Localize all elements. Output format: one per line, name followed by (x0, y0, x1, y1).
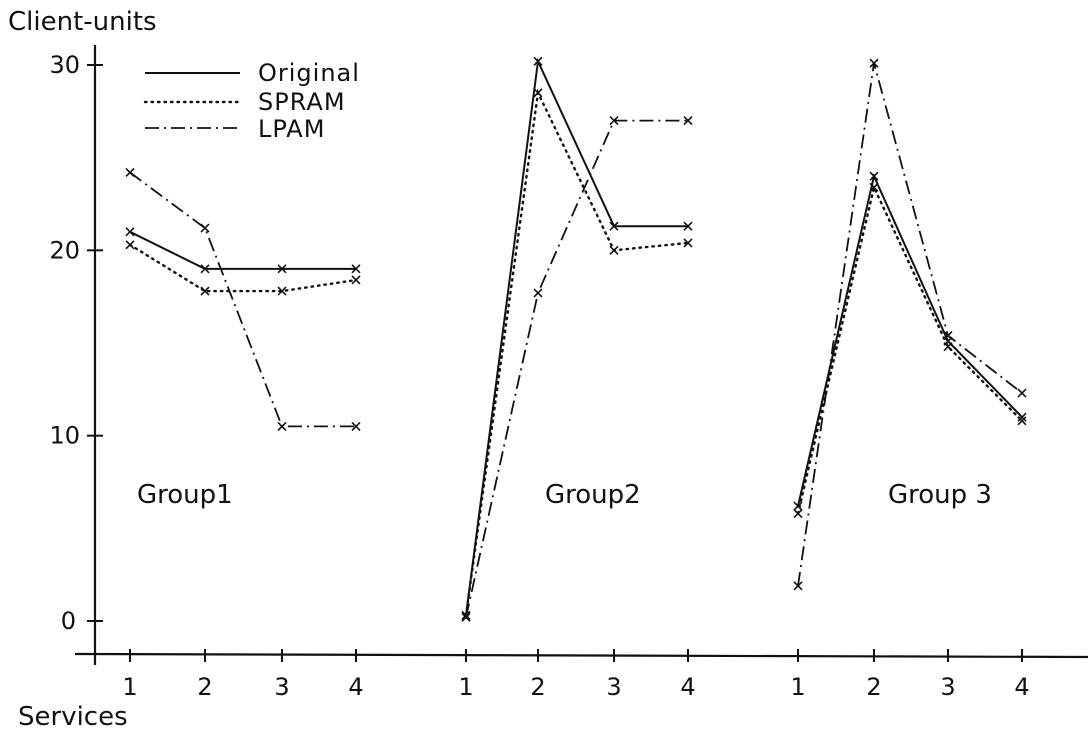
x-tick-label-g1-1: 1 (122, 673, 137, 701)
x-tick-label-g1-4: 4 (348, 673, 363, 701)
data-point-spram-g2-s2 (533, 88, 543, 98)
x-tick-label-g2-1: 1 (458, 673, 473, 701)
x-axis-line (74, 652, 1089, 659)
series-line-spram-group1 (128, 243, 358, 293)
data-point-lpam-g3-s1 (793, 581, 803, 591)
data-point-spram-g3-s4 (1017, 416, 1027, 426)
data-point-lpam-g3-s4 (1017, 388, 1027, 398)
series-line-lpam-group2 (465, 119, 688, 618)
data-point-lpam-g3-s2 (869, 58, 879, 68)
data-point-lpam-g2-s2 (533, 288, 543, 298)
x-tick-label-g2-3: 3 (606, 673, 621, 701)
data-point-original-g2-s4 (683, 221, 693, 231)
data-point-lpam-g3-s3 (943, 331, 953, 341)
data-point-original-g3-s2 (869, 171, 879, 181)
x-tick-label-g3-3: 3 (940, 673, 955, 701)
x-tick-label-g2-4: 4 (680, 673, 695, 701)
data-point-original-g2-s2 (533, 56, 543, 66)
series-line-lpam-group1 (129, 171, 356, 428)
data-point-lpam-g1-s1 (125, 167, 135, 178)
y-tick-label-10: 10 (49, 422, 80, 450)
x-tick-label-g3-4: 4 (1014, 673, 1029, 701)
data-point-original-g3-s1 (793, 501, 803, 511)
legend-label-lpam: LPAM (258, 115, 325, 143)
data-point-lpam-g2-s3 (609, 116, 619, 126)
data-point-lpam-g1-s4 (351, 421, 361, 431)
data-point-original-g1-s1 (125, 227, 135, 237)
data-point-lpam-g2-s4 (683, 116, 693, 126)
x-tick-label-g1-2: 2 (197, 673, 212, 701)
legend-label-spram: SPRAM (258, 88, 346, 116)
x-tick-label-g1-3: 3 (274, 673, 289, 701)
data-point-spram-g2-s4 (683, 238, 693, 248)
series-line-original-group3 (797, 173, 1023, 507)
data-point-spram-g2-s3 (609, 245, 619, 255)
data-point-spram-g3-s1 (793, 508, 803, 519)
group-labels: Group1 Group2 Group 3 (137, 480, 992, 510)
group-label-1: Group1 (137, 480, 233, 510)
group-label-2: Group2 (545, 480, 641, 510)
data-point-original-g1-s4 (351, 264, 361, 274)
data-point-spram-g1-s2 (200, 286, 210, 296)
data-point-lpam-g1-s2 (200, 223, 210, 233)
group-label-3: Group 3 (888, 480, 992, 510)
legend-label-original: Original (258, 59, 360, 87)
x-axis-title: Services (18, 702, 128, 732)
data-point-original-g1-s2 (200, 264, 210, 274)
x-tick-label-g3-1: 1 (790, 673, 805, 701)
series-layer (125, 56, 1027, 622)
series-line-spram-group3 (796, 183, 1024, 515)
y-tick-label-0: 0 (61, 607, 76, 635)
legend: Original SPRAM LPAM (143, 59, 360, 143)
data-point-spram-g1-s1 (125, 240, 135, 250)
y-tick-label-20: 20 (49, 236, 80, 264)
y-tick-label-30: 30 (49, 51, 80, 79)
x-tick-label-g3-2: 2 (866, 673, 881, 701)
y-ticks: 0 10 20 30 (49, 51, 103, 635)
data-point-spram-g1-s4 (351, 275, 361, 285)
data-point-original-g2-s3 (609, 221, 619, 231)
y-axis-title: Client-units (8, 7, 157, 37)
data-point-spram-g1-s3 (277, 286, 287, 296)
x-tick-label-g2-2: 2 (530, 673, 545, 701)
series-line-original-group2 (465, 57, 688, 616)
data-point-lpam-g2-s1 (461, 612, 471, 622)
x-ticks: 1 2 3 4 1 2 3 4 1 2 3 4 (94, 648, 1030, 701)
data-point-spram-g3-s2 (869, 182, 879, 192)
series-line-original-group1 (129, 230, 356, 270)
data-point-original-g1-s3 (277, 264, 287, 274)
data-point-original-g3-s4 (1017, 412, 1027, 422)
data-point-spram-g3-s3 (943, 342, 953, 352)
series-line-lpam-group3 (797, 62, 1023, 586)
data-point-lpam-g1-s3 (277, 421, 287, 431)
